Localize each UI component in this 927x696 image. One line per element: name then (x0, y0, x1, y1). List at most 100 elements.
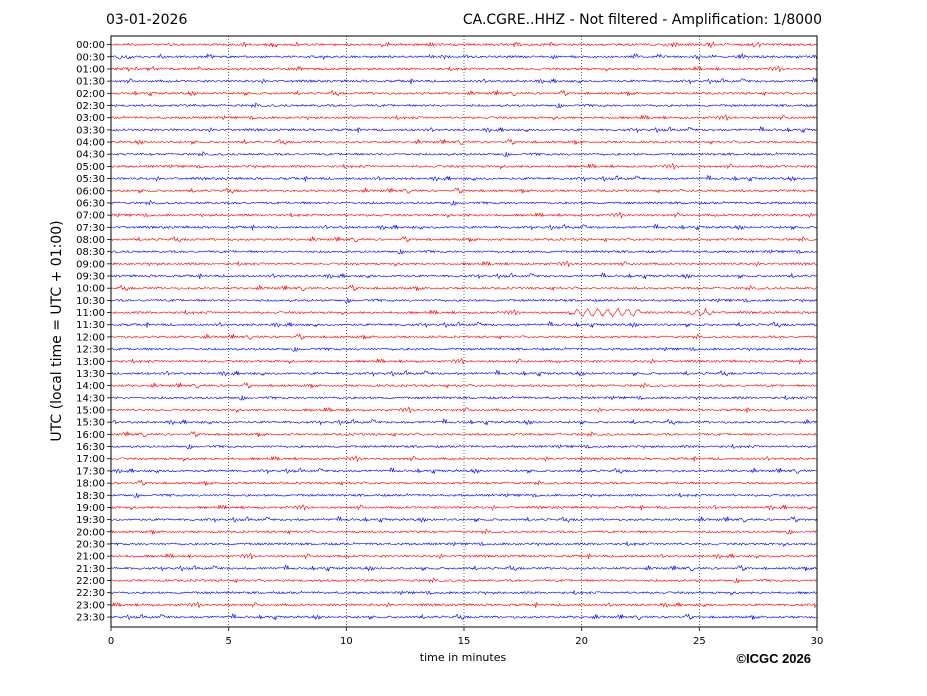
y-tick-label: 11:00 (76, 308, 105, 319)
y-tick-label: 17:30 (76, 466, 105, 477)
trace-line (110, 381, 817, 389)
y-tick-label: 08:30 (76, 247, 105, 258)
y-tick-label: 22:00 (76, 576, 105, 587)
y-tick-label: 05:30 (76, 174, 105, 185)
grid-lines (228, 36, 700, 627)
y-tick-label: 13:00 (76, 357, 105, 368)
y-tick-label: 11:30 (76, 320, 105, 331)
trace-line (110, 515, 817, 524)
trace-line (110, 443, 817, 450)
y-tick-label: 15:30 (76, 418, 105, 429)
trace-line (110, 174, 817, 183)
y-tick-label: 16:00 (76, 430, 105, 441)
y-tick-label: 09:00 (76, 259, 105, 270)
trace-line (110, 297, 817, 303)
y-tick-label: 20:30 (76, 539, 105, 550)
trace-line (110, 65, 817, 73)
x-tick-label: 15 (458, 636, 471, 647)
trace-line (110, 235, 817, 243)
trace-line (110, 89, 817, 97)
trace-line (110, 406, 817, 414)
trace-line (110, 552, 817, 560)
y-axis-label: UTC (local time = UTC + 01:00) (49, 220, 65, 442)
y-tick-label: 20:00 (76, 527, 105, 538)
y-tick-label: 14:00 (76, 381, 105, 392)
trace-line (110, 248, 817, 255)
y-tick-label: 08:00 (76, 235, 105, 246)
y-tick-label: 01:30 (76, 77, 105, 88)
trace-line (110, 307, 817, 318)
seismic-traces (110, 40, 817, 621)
y-tick-label: 19:00 (76, 503, 105, 514)
trace-line (110, 52, 817, 61)
trace-line (110, 320, 817, 329)
y-tick-label: 18:00 (76, 479, 105, 490)
x-tick-label: 0 (108, 636, 114, 647)
trace-line (110, 40, 817, 49)
x-tick-label: 10 (340, 636, 353, 647)
trace-line (110, 223, 817, 231)
chart-title: CA.CGRE..HHZ - Not filtered - Amplificat… (462, 12, 822, 28)
trace-line (110, 346, 817, 352)
y-tick-label: 18:30 (76, 491, 105, 502)
y-tick-label: 07:30 (76, 223, 105, 234)
trace-line (110, 528, 817, 535)
y-tick-label: 15:00 (76, 406, 105, 417)
y-tick-label: 10:30 (76, 296, 105, 307)
y-tick-label: 10:00 (76, 284, 105, 295)
y-tick-label: 05:00 (76, 162, 105, 173)
trace-line (110, 577, 817, 584)
trace-line (110, 492, 817, 498)
trace-line (110, 260, 817, 267)
trace-line (110, 479, 817, 487)
y-tick-label: 00:30 (76, 52, 105, 63)
y-tick-label: 09:30 (76, 272, 105, 283)
trace-line (110, 272, 817, 280)
trace-line (110, 199, 817, 206)
trace-line (110, 564, 817, 572)
trace-line (110, 187, 817, 194)
trace-line (110, 455, 817, 462)
y-tick-label: 23:00 (76, 600, 105, 611)
y-tick-label: 16:30 (76, 442, 105, 453)
y-tick-label: 21:30 (76, 564, 105, 575)
trace-line (110, 590, 817, 596)
y-tick-label: 00:00 (76, 40, 105, 51)
y-tick-label: 04:00 (76, 138, 105, 149)
x-tick-label: 30 (811, 636, 824, 647)
y-tick-label: 23:30 (76, 613, 105, 624)
trace-line (110, 114, 817, 121)
plot-frame (110, 35, 818, 628)
y-tick-label: 01:00 (76, 64, 105, 75)
y-tick-label: 06:00 (76, 186, 105, 197)
x-tick-label: 5 (225, 636, 231, 647)
trace-line (110, 163, 817, 170)
trace-line (110, 466, 817, 475)
trace-line (110, 418, 817, 426)
y-tick-label: 03:00 (76, 113, 105, 124)
trace-line (110, 357, 817, 365)
trace-line (110, 601, 817, 609)
trace-line (110, 102, 817, 109)
trace-line (110, 151, 817, 157)
trace-line (110, 77, 817, 85)
x-axis-label: time in minutes (419, 651, 507, 664)
y-tick-label: 12:30 (76, 345, 105, 356)
y-tick-label: 19:30 (76, 515, 105, 526)
y-tick-label: 12:00 (76, 332, 105, 343)
y-tick-label: 21:00 (76, 552, 105, 563)
trace-line (110, 613, 817, 621)
trace-line (110, 284, 817, 292)
y-tick-label: 14:30 (76, 393, 105, 404)
y-tick-label: 04:30 (76, 150, 105, 161)
y-tick-label: 02:30 (76, 101, 105, 112)
y-tick-label: 02:00 (76, 89, 105, 100)
x-tick-label: 20 (575, 636, 588, 647)
trace-line (110, 430, 817, 438)
trace-line (110, 333, 817, 341)
date-label: 03-01-2026 (106, 12, 188, 28)
x-tick-label: 25 (693, 636, 706, 647)
trace-line (110, 211, 817, 219)
